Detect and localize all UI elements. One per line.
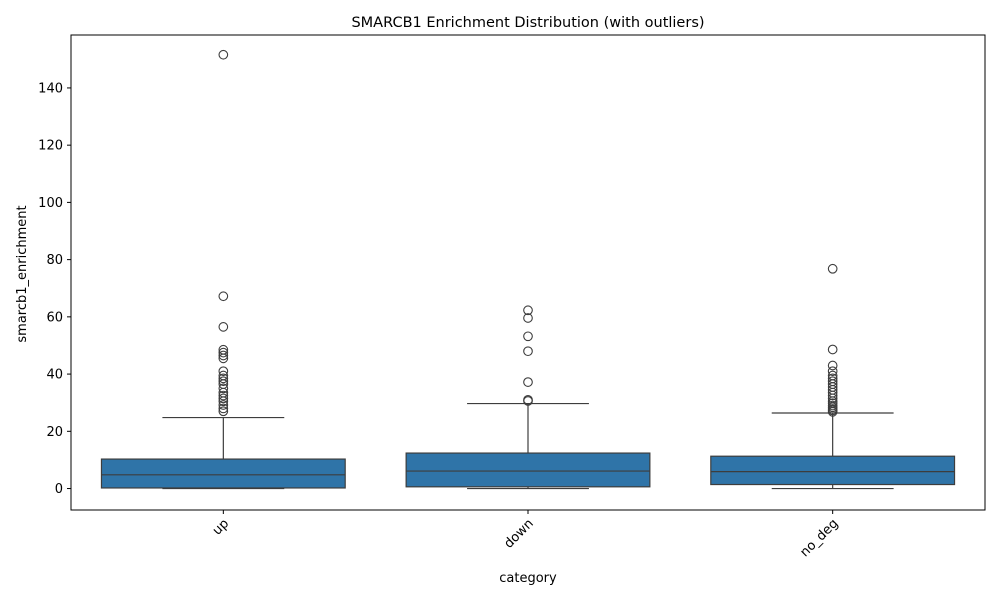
outlier-point <box>523 346 533 357</box>
outlier-point <box>218 406 229 417</box>
y-tick-label: 140 <box>38 81 63 96</box>
outlier-point <box>218 400 229 410</box>
outlier-point <box>218 376 229 387</box>
outlier-point <box>523 305 533 316</box>
x-tick-label: up <box>210 516 232 538</box>
outlier-point <box>827 370 838 381</box>
plot-area <box>100 49 956 490</box>
outlier-point <box>827 373 838 384</box>
outlier-point <box>218 49 229 60</box>
x-tick-label: no_deg <box>798 516 842 560</box>
y-tick-label: 80 <box>46 253 63 268</box>
box-down <box>405 305 651 490</box>
iqr-box <box>100 458 346 489</box>
outlier-point <box>827 400 838 411</box>
outlier-point <box>827 360 838 371</box>
outlier-point <box>827 344 838 355</box>
outlier-point <box>218 291 229 302</box>
iqr-box <box>405 452 651 488</box>
outlier-point <box>827 376 838 387</box>
outlier-point <box>827 366 838 377</box>
y-tick-label: 0 <box>55 482 63 497</box>
y-axis-label: smarcb1_enrichment <box>15 205 30 342</box>
outlier-point <box>218 347 229 358</box>
outlier-point <box>523 377 533 387</box>
y-tick-label: 40 <box>46 368 63 383</box>
outlier-point <box>218 373 229 384</box>
outlier-point <box>218 370 229 381</box>
y-tick-label: 60 <box>46 310 63 325</box>
outlier-point <box>218 383 229 394</box>
outlier-point <box>218 393 229 404</box>
chart-title: SMARCB1 Enrichment Distribution (with ou… <box>351 15 704 31</box>
outlier-point <box>523 331 533 342</box>
box-up <box>100 49 346 490</box>
outlier-point <box>218 390 229 401</box>
x-axis-label: category <box>499 571 557 586</box>
outlier-point <box>218 322 229 332</box>
outlier-point <box>218 344 229 355</box>
y-tick-label: 120 <box>38 139 63 154</box>
outlier-point <box>218 366 229 377</box>
iqr-box <box>710 455 956 486</box>
outlier-point <box>523 313 533 323</box>
box-no_deg <box>710 263 956 490</box>
outlier-point <box>218 350 229 361</box>
outlier-point <box>827 263 838 274</box>
y-tick-label: 20 <box>46 425 63 440</box>
y-tick-label: 100 <box>38 196 63 211</box>
x-tick-label: down <box>501 516 536 551</box>
outlier-point <box>218 403 229 414</box>
outlier-point <box>523 394 533 405</box>
